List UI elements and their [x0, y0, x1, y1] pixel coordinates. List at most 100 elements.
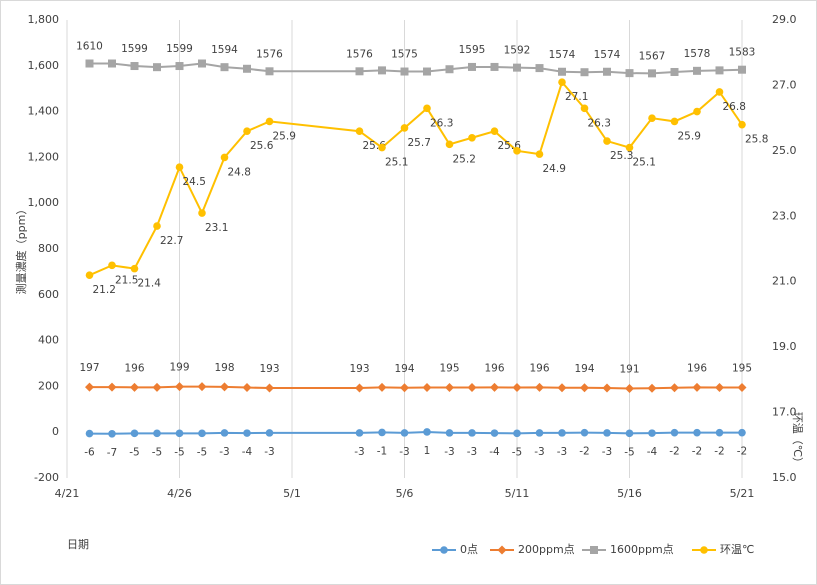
- marker: [468, 429, 476, 437]
- data-label: 25.3: [610, 150, 633, 162]
- marker: [153, 429, 161, 438]
- data-label: 1599: [166, 43, 193, 55]
- data-label: -4: [489, 446, 500, 458]
- marker: [378, 143, 386, 152]
- y-tick-label: -200: [34, 471, 59, 484]
- marker: [715, 428, 724, 437]
- x-tick-label: 5/1: [283, 487, 301, 500]
- marker: [198, 59, 206, 68]
- data-label: 196: [484, 362, 504, 374]
- data-label: -3: [264, 446, 274, 458]
- marker: [603, 137, 611, 145]
- marker: [513, 147, 521, 155]
- data-label: 24.9: [543, 163, 566, 175]
- data-label: -2: [714, 446, 724, 458]
- data-label: 1595: [459, 44, 486, 56]
- legend-label: 200ppm点: [518, 543, 575, 556]
- data-label: 1574: [549, 49, 576, 61]
- data-label: -2: [669, 446, 679, 458]
- y2-tick-label: 19.0: [772, 340, 797, 353]
- marker: [130, 382, 139, 392]
- marker: [738, 65, 746, 74]
- marker: [625, 383, 634, 393]
- marker: [220, 429, 229, 437]
- data-label: 191: [619, 363, 639, 375]
- marker: [175, 382, 184, 392]
- legend-marker: [497, 545, 507, 555]
- marker: [265, 383, 274, 393]
- marker: [85, 59, 94, 68]
- y-tick-label: 0: [52, 425, 59, 438]
- marker: [85, 382, 94, 392]
- marker: [490, 62, 499, 71]
- data-label: 26.3: [588, 117, 611, 129]
- y-axis-title: 測量濃度（ppm）: [14, 204, 28, 295]
- marker: [152, 382, 162, 392]
- y-tick-label: 1,600: [28, 59, 60, 72]
- marker: [557, 383, 567, 393]
- marker: [153, 222, 161, 230]
- marker: [243, 64, 251, 73]
- marker: [715, 383, 724, 393]
- marker: [265, 117, 274, 126]
- marker: [445, 429, 454, 437]
- data-label: 195: [732, 363, 752, 375]
- data-label: 1576: [346, 48, 373, 60]
- data-label: 1594: [211, 44, 238, 56]
- marker: [558, 67, 566, 76]
- marker: [648, 69, 656, 78]
- x-tick-label: 4/21: [55, 487, 80, 500]
- data-label: 1610: [76, 41, 103, 53]
- marker: [625, 429, 634, 438]
- data-label: -3: [557, 446, 567, 458]
- marker: [535, 150, 544, 158]
- legend-label: 1600ppm点: [610, 543, 674, 556]
- marker: [400, 383, 409, 393]
- y-tick-label: 1,000: [28, 196, 60, 209]
- marker: [242, 383, 252, 393]
- marker: [198, 209, 206, 217]
- marker: [220, 382, 229, 392]
- marker: [603, 67, 611, 76]
- data-label: 25.9: [678, 130, 701, 142]
- marker: [400, 67, 409, 76]
- marker: [445, 383, 454, 393]
- legend-label: 环温℃: [720, 543, 754, 556]
- data-label: -5: [129, 446, 139, 458]
- marker: [670, 383, 679, 393]
- data-label: 1599: [121, 43, 148, 55]
- marker: [108, 430, 116, 438]
- marker: [625, 69, 634, 78]
- marker: [513, 429, 521, 438]
- data-label: 1578: [684, 48, 711, 60]
- data-label: -4: [242, 446, 253, 458]
- data-label: -3: [219, 446, 229, 458]
- marker: [423, 428, 431, 436]
- data-label: -2: [737, 446, 747, 458]
- marker: [513, 63, 521, 72]
- y-tick-label: 800: [38, 242, 59, 255]
- data-label: 196: [124, 362, 144, 374]
- marker: [220, 153, 229, 162]
- marker: [490, 127, 499, 136]
- data-label: -6: [84, 447, 95, 459]
- marker: [400, 124, 409, 132]
- marker: [670, 117, 679, 126]
- marker: [377, 382, 387, 392]
- marker: [490, 382, 499, 392]
- marker: [197, 382, 207, 392]
- marker: [670, 67, 679, 76]
- marker: [355, 127, 364, 136]
- marker: [693, 428, 701, 437]
- marker: [468, 62, 476, 71]
- marker: [535, 429, 544, 437]
- data-label: -5: [512, 446, 522, 458]
- marker: [175, 163, 184, 172]
- data-label: -5: [197, 446, 207, 458]
- marker: [535, 382, 544, 392]
- x-tick-label: 5/11: [505, 487, 530, 500]
- marker: [692, 382, 702, 392]
- legend-marker: [700, 546, 708, 554]
- y-tick-label: 1,400: [28, 105, 60, 118]
- data-label: 25.1: [633, 157, 656, 169]
